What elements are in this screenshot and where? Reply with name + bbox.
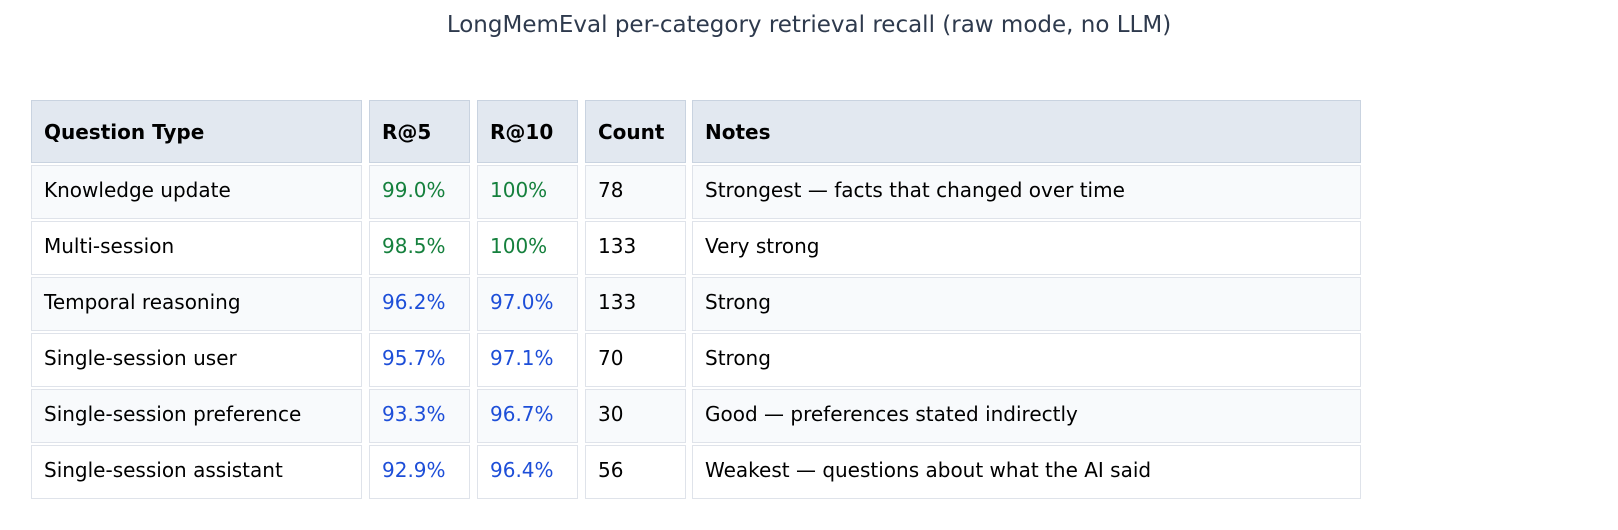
chart-title: LongMemEval per-category retrieval recal… <box>446 12 1172 38</box>
cell-text-r-at-10: 96.4% <box>490 458 554 482</box>
cell-notes: Weakest — questions about what the AI sa… <box>692 445 1361 499</box>
cell-text-notes: Strong <box>705 290 771 314</box>
header-question-type: Question Type <box>31 100 362 163</box>
cell-notes: Strongest — facts that changed over time <box>692 165 1361 219</box>
cell-question-type: Single-session user <box>31 333 362 387</box>
cell-r-at-10: 97.0% <box>477 277 578 331</box>
cell-text-r-at-10: 100% <box>490 234 548 258</box>
cell-r-at-5: 96.2% <box>369 277 470 331</box>
cell-r-at-5: 99.0% <box>369 165 470 219</box>
cell-r-at-10: 96.7% <box>477 389 578 443</box>
cell-text-count: 78 <box>598 178 624 202</box>
cell-question-type: Knowledge update <box>31 165 362 219</box>
cell-r-at-5: 92.9% <box>369 445 470 499</box>
cell-text-notes: Weakest — questions about what the AI sa… <box>705 458 1152 482</box>
cell-notes: Strong <box>692 277 1361 331</box>
cell-text-question-type: Multi-session <box>44 234 175 258</box>
cell-text-count: 56 <box>598 458 624 482</box>
cell-text-count: 30 <box>598 402 624 426</box>
cell-notes: Very strong <box>692 221 1361 275</box>
cell-text-notes: Good — preferences stated indirectly <box>705 402 1078 426</box>
header-r-at-10: R@10 <box>477 100 578 163</box>
cell-question-type: Temporal reasoning <box>31 277 362 331</box>
cell-text-question-type: Knowledge update <box>44 178 231 202</box>
cell-count: 56 <box>585 445 686 499</box>
header-r-at-5: R@5 <box>369 100 470 163</box>
cell-r-at-5: 93.3% <box>369 389 470 443</box>
cell-text-r-at-5: 99.0% <box>382 178 446 202</box>
cell-r-at-10: 100% <box>477 221 578 275</box>
cell-text-r-at-5: 95.7% <box>382 346 446 370</box>
cell-r-at-10: 100% <box>477 165 578 219</box>
cell-text-count: 70 <box>598 346 624 370</box>
cell-r-at-5: 95.7% <box>369 333 470 387</box>
cell-r-at-10: 97.1% <box>477 333 578 387</box>
cell-text-r-at-5: 96.2% <box>382 290 446 314</box>
cell-question-type: Multi-session <box>31 221 362 275</box>
cell-text-question-type: Single-session user <box>44 346 237 370</box>
cell-text-r-at-5: 98.5% <box>382 234 446 258</box>
cell-r-at-5: 98.5% <box>369 221 470 275</box>
cell-question-type: Single-session assistant <box>31 445 362 499</box>
cell-text-count: 133 <box>598 290 637 314</box>
cell-text-r-at-10: 97.0% <box>490 290 554 314</box>
cell-r-at-10: 96.4% <box>477 445 578 499</box>
cell-count: 133 <box>585 277 686 331</box>
cell-text-r-at-10: 100% <box>490 178 548 202</box>
cell-count: 70 <box>585 333 686 387</box>
cell-text-notes: Strongest — facts that changed over time <box>705 178 1125 202</box>
cell-text-r-at-10: 96.7% <box>490 402 554 426</box>
cell-notes: Good — preferences stated indirectly <box>692 389 1361 443</box>
cell-text-r-at-5: 93.3% <box>382 402 446 426</box>
cell-text-r-at-5: 92.9% <box>382 458 446 482</box>
cell-text-question-type: Temporal reasoning <box>44 290 241 314</box>
cell-question-type: Single-session preference <box>31 389 362 443</box>
cell-text-question-type: Single-session assistant <box>44 458 283 482</box>
cell-notes: Strong <box>692 333 1361 387</box>
cell-count: 30 <box>585 389 686 443</box>
cell-text-notes: Very strong <box>705 234 820 258</box>
cell-count: 133 <box>585 221 686 275</box>
cell-text-question-type: Single-session preference <box>44 402 302 426</box>
header-notes: Notes <box>692 100 1361 163</box>
cell-text-notes: Strong <box>705 346 771 370</box>
header-count: Count <box>585 100 686 163</box>
cell-count: 78 <box>585 165 686 219</box>
cell-text-r-at-10: 97.1% <box>490 346 554 370</box>
cell-text-count: 133 <box>598 234 637 258</box>
